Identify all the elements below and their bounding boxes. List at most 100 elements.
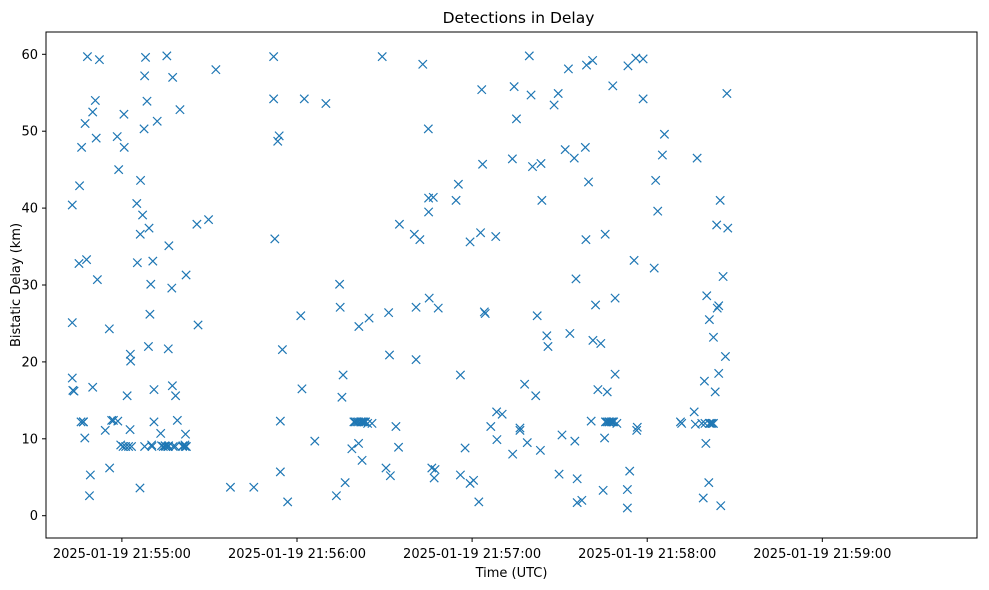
data-point-150: [428, 192, 438, 202]
data-point-44: [132, 258, 142, 268]
data-point-101: [275, 416, 285, 426]
data-point-209: [588, 55, 598, 66]
data-point-245: [677, 418, 687, 429]
data-point-86: [180, 441, 190, 452]
data-point-111: [334, 279, 345, 289]
data-point-151: [429, 473, 439, 483]
data-point-175: [509, 81, 519, 92]
data-point-232: [625, 466, 635, 476]
data-point-183: [527, 161, 538, 172]
data-point-7: [76, 417, 86, 427]
data-point-105: [296, 311, 306, 321]
data-point-76: [167, 381, 177, 391]
data-point-167: [480, 308, 490, 319]
data-point-171: [492, 434, 502, 445]
data-point-131: [367, 418, 377, 429]
data-point-152: [430, 464, 440, 475]
data-point-233: [629, 255, 639, 266]
data-point-15: [82, 51, 93, 62]
data-point-203: [577, 495, 587, 505]
data-point-212: [593, 384, 603, 395]
data-point-137: [391, 421, 401, 432]
data-point-71: [163, 344, 173, 354]
data-point-46: [135, 229, 145, 239]
data-point-226: [610, 293, 620, 303]
data-point-225: [609, 417, 619, 427]
data-point-214: [598, 485, 608, 495]
data-point-188: [537, 195, 547, 206]
data-point-52: [140, 52, 151, 63]
data-point-180: [522, 438, 532, 448]
y-tick-label: 60: [21, 48, 38, 63]
data-point-241: [653, 206, 663, 216]
data-point-17: [85, 470, 95, 480]
data-point-227: [610, 369, 620, 379]
data-point-144: [418, 59, 428, 69]
data-point-185: [532, 311, 542, 321]
data-point-207: [583, 177, 594, 187]
y-tick-label: 30: [21, 279, 38, 294]
data-point-106: [297, 384, 307, 394]
data-point-243: [659, 129, 670, 139]
data-point-149: [427, 463, 437, 473]
data-point-96: [269, 51, 279, 62]
data-point-206: [581, 60, 592, 70]
data-point-165: [477, 159, 488, 169]
data-point-116: [347, 444, 357, 454]
data-point-143: [415, 235, 425, 245]
data-point-249: [697, 418, 707, 429]
data-point-194: [557, 430, 567, 440]
data-point-13: [80, 118, 90, 129]
data-point-189: [542, 331, 552, 341]
y-tick-label: 0: [30, 509, 38, 524]
data-point-99: [273, 136, 283, 146]
data-point-37: [122, 391, 132, 401]
data-point-97: [269, 94, 279, 104]
data-point-262: [710, 387, 720, 397]
data-point-271: [722, 88, 732, 99]
data-point-213: [596, 338, 606, 349]
data-point-61: [149, 384, 159, 395]
data-point-192: [553, 88, 563, 99]
data-point-11: [78, 417, 88, 427]
data-point-205: [581, 235, 591, 245]
data-point-195: [560, 145, 570, 155]
data-point-231: [623, 61, 633, 71]
data-point-29: [112, 131, 122, 142]
data-point-108: [310, 436, 320, 446]
data-point-168: [486, 421, 496, 432]
data-point-24: [100, 425, 110, 435]
data-markers: [67, 51, 733, 513]
data-point-135: [384, 350, 395, 360]
y-axis-label: Bistatic Delay (km): [9, 223, 24, 347]
data-point-201: [572, 474, 582, 484]
data-point-69: [162, 51, 172, 61]
data-point-173: [507, 154, 518, 164]
data-point-253: [701, 438, 711, 449]
data-point-8: [76, 142, 87, 152]
data-point-238: [638, 54, 648, 64]
data-point-257: [704, 418, 714, 429]
data-point-38: [123, 441, 134, 452]
data-point-102: [275, 467, 285, 477]
data-point-88: [181, 270, 191, 280]
data-point-125: [357, 455, 367, 465]
data-point-246: [689, 407, 699, 417]
data-point-162: [474, 497, 484, 507]
data-point-14: [81, 254, 92, 265]
data-point-153: [433, 303, 443, 313]
data-point-104: [283, 497, 293, 507]
y-tick-label: 20: [21, 355, 38, 370]
data-point-4: [69, 386, 79, 396]
data-point-263: [712, 220, 722, 230]
data-point-20: [90, 95, 100, 106]
data-point-210: [588, 335, 598, 345]
data-point-211: [590, 300, 601, 310]
data-point-50: [140, 71, 150, 81]
data-point-16: [84, 491, 95, 501]
data-point-193: [554, 469, 564, 479]
data-point-110: [331, 491, 342, 501]
x-tick-label: 2025-01-19 21:57:00: [403, 547, 541, 562]
data-point-138: [393, 442, 404, 452]
